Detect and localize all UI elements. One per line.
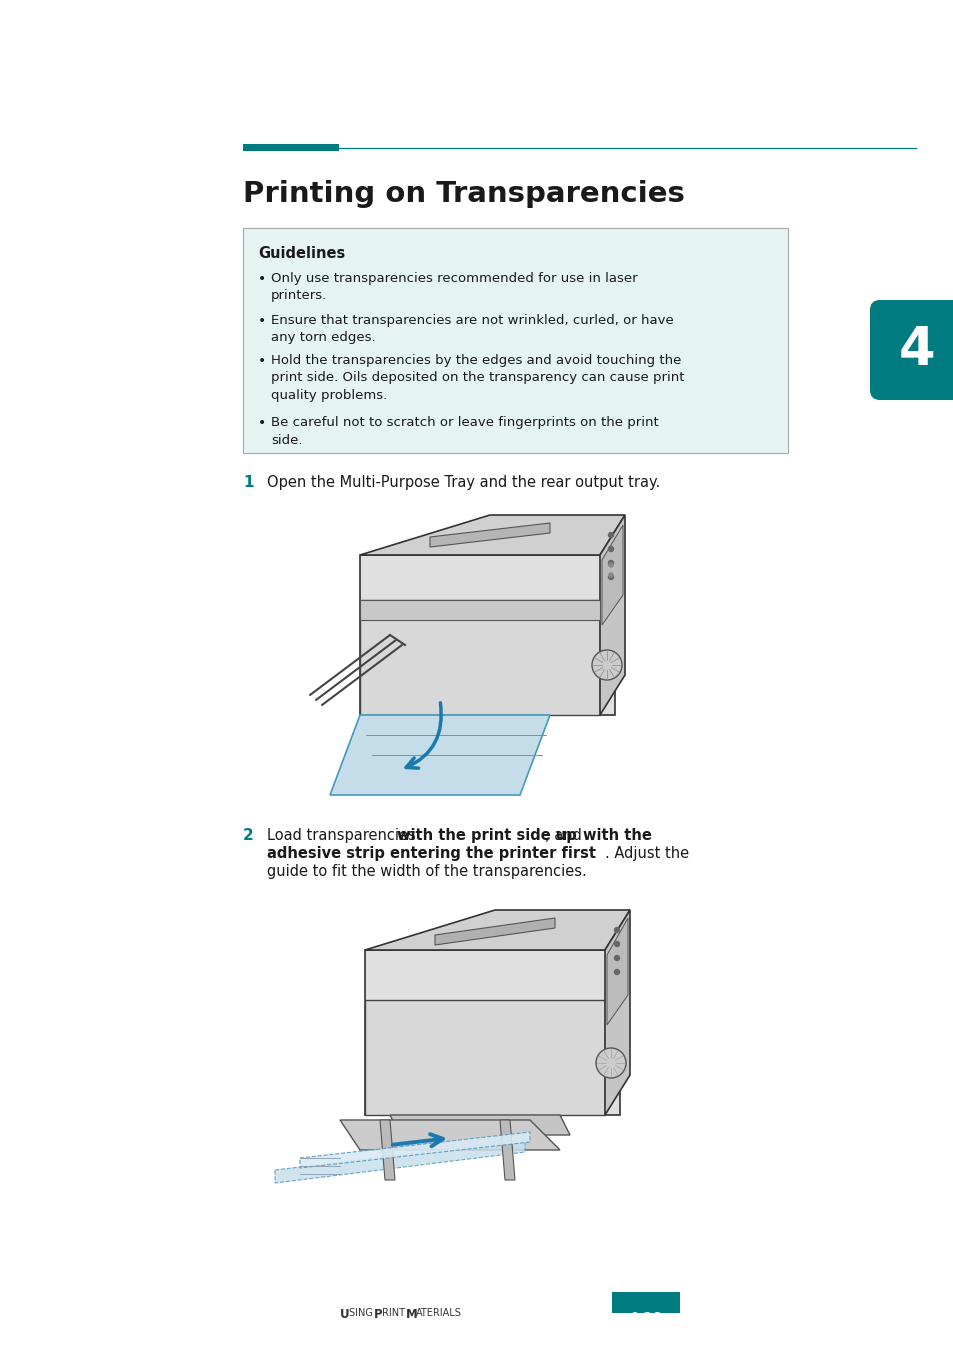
Circle shape [608,574,613,580]
Text: U: U [339,1308,349,1321]
Text: Printing on Transparencies: Printing on Transparencies [243,180,684,208]
Text: SING: SING [349,1308,375,1319]
Text: . Adjust the: . Adjust the [604,846,688,861]
Polygon shape [359,515,624,555]
Text: Only use transparencies recommended for use in laser
printers.: Only use transparencies recommended for … [271,272,637,303]
Text: •: • [257,354,266,367]
Text: 4: 4 [898,324,934,376]
FancyArrowPatch shape [406,703,440,769]
Text: 1: 1 [243,476,253,490]
Text: P: P [374,1308,382,1321]
Text: with the print side up: with the print side up [396,828,577,843]
FancyBboxPatch shape [869,300,953,400]
Circle shape [608,547,613,551]
Circle shape [608,573,613,577]
Text: Be careful not to scratch or leave fingerprints on the print
side.: Be careful not to scratch or leave finge… [271,416,659,446]
Polygon shape [599,515,624,715]
Circle shape [608,561,613,566]
Polygon shape [339,1120,559,1150]
Circle shape [614,928,618,932]
Polygon shape [390,1115,569,1135]
Circle shape [608,563,613,567]
FancyBboxPatch shape [612,1292,679,1313]
Polygon shape [379,1120,395,1179]
Circle shape [608,532,613,538]
Polygon shape [606,917,627,1025]
Text: Hold the transparencies by the edges and avoid touching the
print side. Oils dep: Hold the transparencies by the edges and… [271,354,684,403]
Text: Load transparencies: Load transparencies [267,828,420,843]
Circle shape [614,970,618,974]
Bar [243,228,787,453]
Circle shape [614,955,618,961]
Polygon shape [359,600,599,715]
Text: ATERIALS: ATERIALS [416,1308,461,1319]
Polygon shape [435,917,555,944]
Text: adhesive strip entering the printer first: adhesive strip entering the printer firs… [267,846,596,861]
Text: M: M [406,1308,417,1321]
Text: 4.19: 4.19 [628,1310,662,1325]
Circle shape [614,942,618,947]
Text: Open the Multi-Purpose Tray and the rear output tray.: Open the Multi-Purpose Tray and the rear… [267,476,659,490]
Text: guide to fit the width of the transparencies.: guide to fit the width of the transparen… [267,865,586,880]
Polygon shape [365,1000,604,1115]
Text: •: • [257,272,266,286]
Polygon shape [604,911,629,1115]
Polygon shape [430,523,550,547]
FancyArrowPatch shape [393,1135,442,1146]
Polygon shape [365,911,629,950]
Text: , and: , and [544,828,586,843]
Polygon shape [499,1120,515,1179]
Polygon shape [299,1132,530,1169]
Text: •: • [257,416,266,430]
Circle shape [596,1048,625,1078]
Polygon shape [330,715,550,794]
Polygon shape [359,555,615,715]
Polygon shape [274,1140,524,1183]
Text: Guidelines: Guidelines [257,246,345,261]
Text: 2: 2 [243,828,253,843]
Text: with the: with the [582,828,651,843]
Text: •: • [257,313,266,328]
Polygon shape [359,600,599,620]
Polygon shape [601,526,622,626]
Text: Ensure that transparencies are not wrinkled, curled, or have
any torn edges.: Ensure that transparencies are not wrink… [271,313,673,345]
Polygon shape [365,950,619,1115]
Circle shape [592,650,621,680]
Text: RINT: RINT [381,1308,408,1319]
